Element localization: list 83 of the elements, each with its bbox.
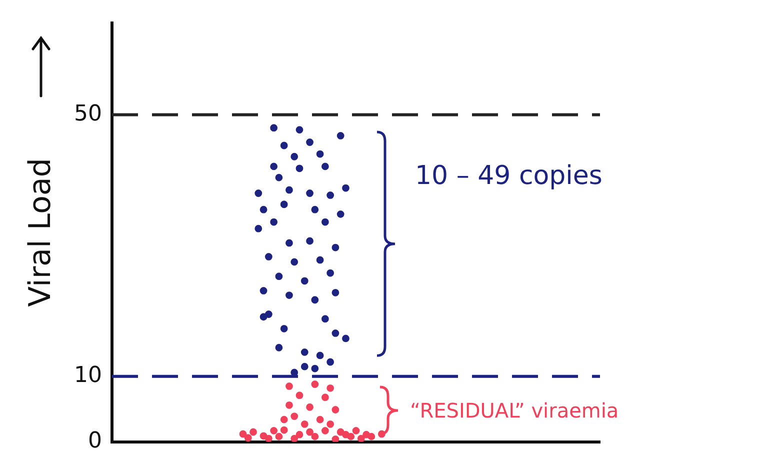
point xyxy=(250,428,257,436)
point xyxy=(270,218,278,226)
point xyxy=(300,277,308,285)
annotation: 10 – 49 copies xyxy=(415,161,602,192)
point xyxy=(342,184,350,192)
point xyxy=(275,432,283,440)
point xyxy=(326,269,334,277)
point xyxy=(321,162,329,170)
point xyxy=(264,253,272,260)
point xyxy=(296,164,304,172)
point xyxy=(332,330,340,337)
point xyxy=(286,401,293,409)
point xyxy=(306,237,314,245)
point xyxy=(275,272,283,280)
point xyxy=(316,352,324,360)
point xyxy=(342,334,350,342)
y-tick-label: 50 xyxy=(74,101,102,126)
point xyxy=(321,426,329,434)
point xyxy=(336,210,344,218)
point xyxy=(306,428,314,436)
point xyxy=(300,420,308,428)
point xyxy=(332,435,340,442)
point xyxy=(286,382,293,390)
point xyxy=(254,190,262,197)
point xyxy=(326,384,334,392)
point xyxy=(286,186,293,194)
point xyxy=(347,432,355,440)
point xyxy=(326,358,334,366)
point xyxy=(306,138,314,146)
point xyxy=(326,420,334,428)
point xyxy=(300,362,308,370)
point xyxy=(357,434,365,442)
point xyxy=(275,344,283,352)
point xyxy=(316,150,324,158)
annotation: “RESIDUAL” viraemia xyxy=(410,398,619,423)
point xyxy=(316,416,324,424)
point xyxy=(306,190,314,197)
point xyxy=(280,142,288,150)
point xyxy=(270,162,278,170)
point xyxy=(321,394,329,402)
point xyxy=(280,426,288,434)
point xyxy=(311,432,319,440)
point xyxy=(286,239,293,247)
point xyxy=(332,244,340,252)
point xyxy=(280,416,288,424)
point xyxy=(296,392,304,400)
point xyxy=(296,430,304,438)
point xyxy=(286,292,293,299)
point xyxy=(260,287,268,294)
point xyxy=(290,258,298,266)
point xyxy=(280,324,288,332)
point xyxy=(311,380,319,388)
point xyxy=(332,406,340,414)
point xyxy=(352,426,360,434)
point xyxy=(311,364,319,372)
point xyxy=(264,434,272,442)
point xyxy=(311,206,319,214)
point xyxy=(270,124,278,132)
point xyxy=(290,152,298,160)
point xyxy=(321,315,329,323)
point xyxy=(254,224,262,232)
y-tick-label: 10 xyxy=(74,363,102,388)
point xyxy=(275,174,283,182)
point xyxy=(296,126,304,134)
point xyxy=(336,132,344,140)
point xyxy=(264,310,272,318)
point xyxy=(332,288,340,296)
point xyxy=(260,206,268,214)
y-tick-label: 0 xyxy=(88,428,102,454)
point xyxy=(300,348,308,356)
point xyxy=(316,256,324,264)
point xyxy=(368,432,376,440)
point xyxy=(280,200,288,208)
y-axis-title: Viral Load xyxy=(22,158,58,307)
point xyxy=(290,412,298,420)
point xyxy=(306,403,314,411)
point xyxy=(239,430,247,438)
point xyxy=(290,434,298,442)
point xyxy=(244,434,252,442)
point xyxy=(321,218,329,226)
point xyxy=(311,296,319,304)
point xyxy=(270,426,278,434)
point xyxy=(326,192,334,199)
